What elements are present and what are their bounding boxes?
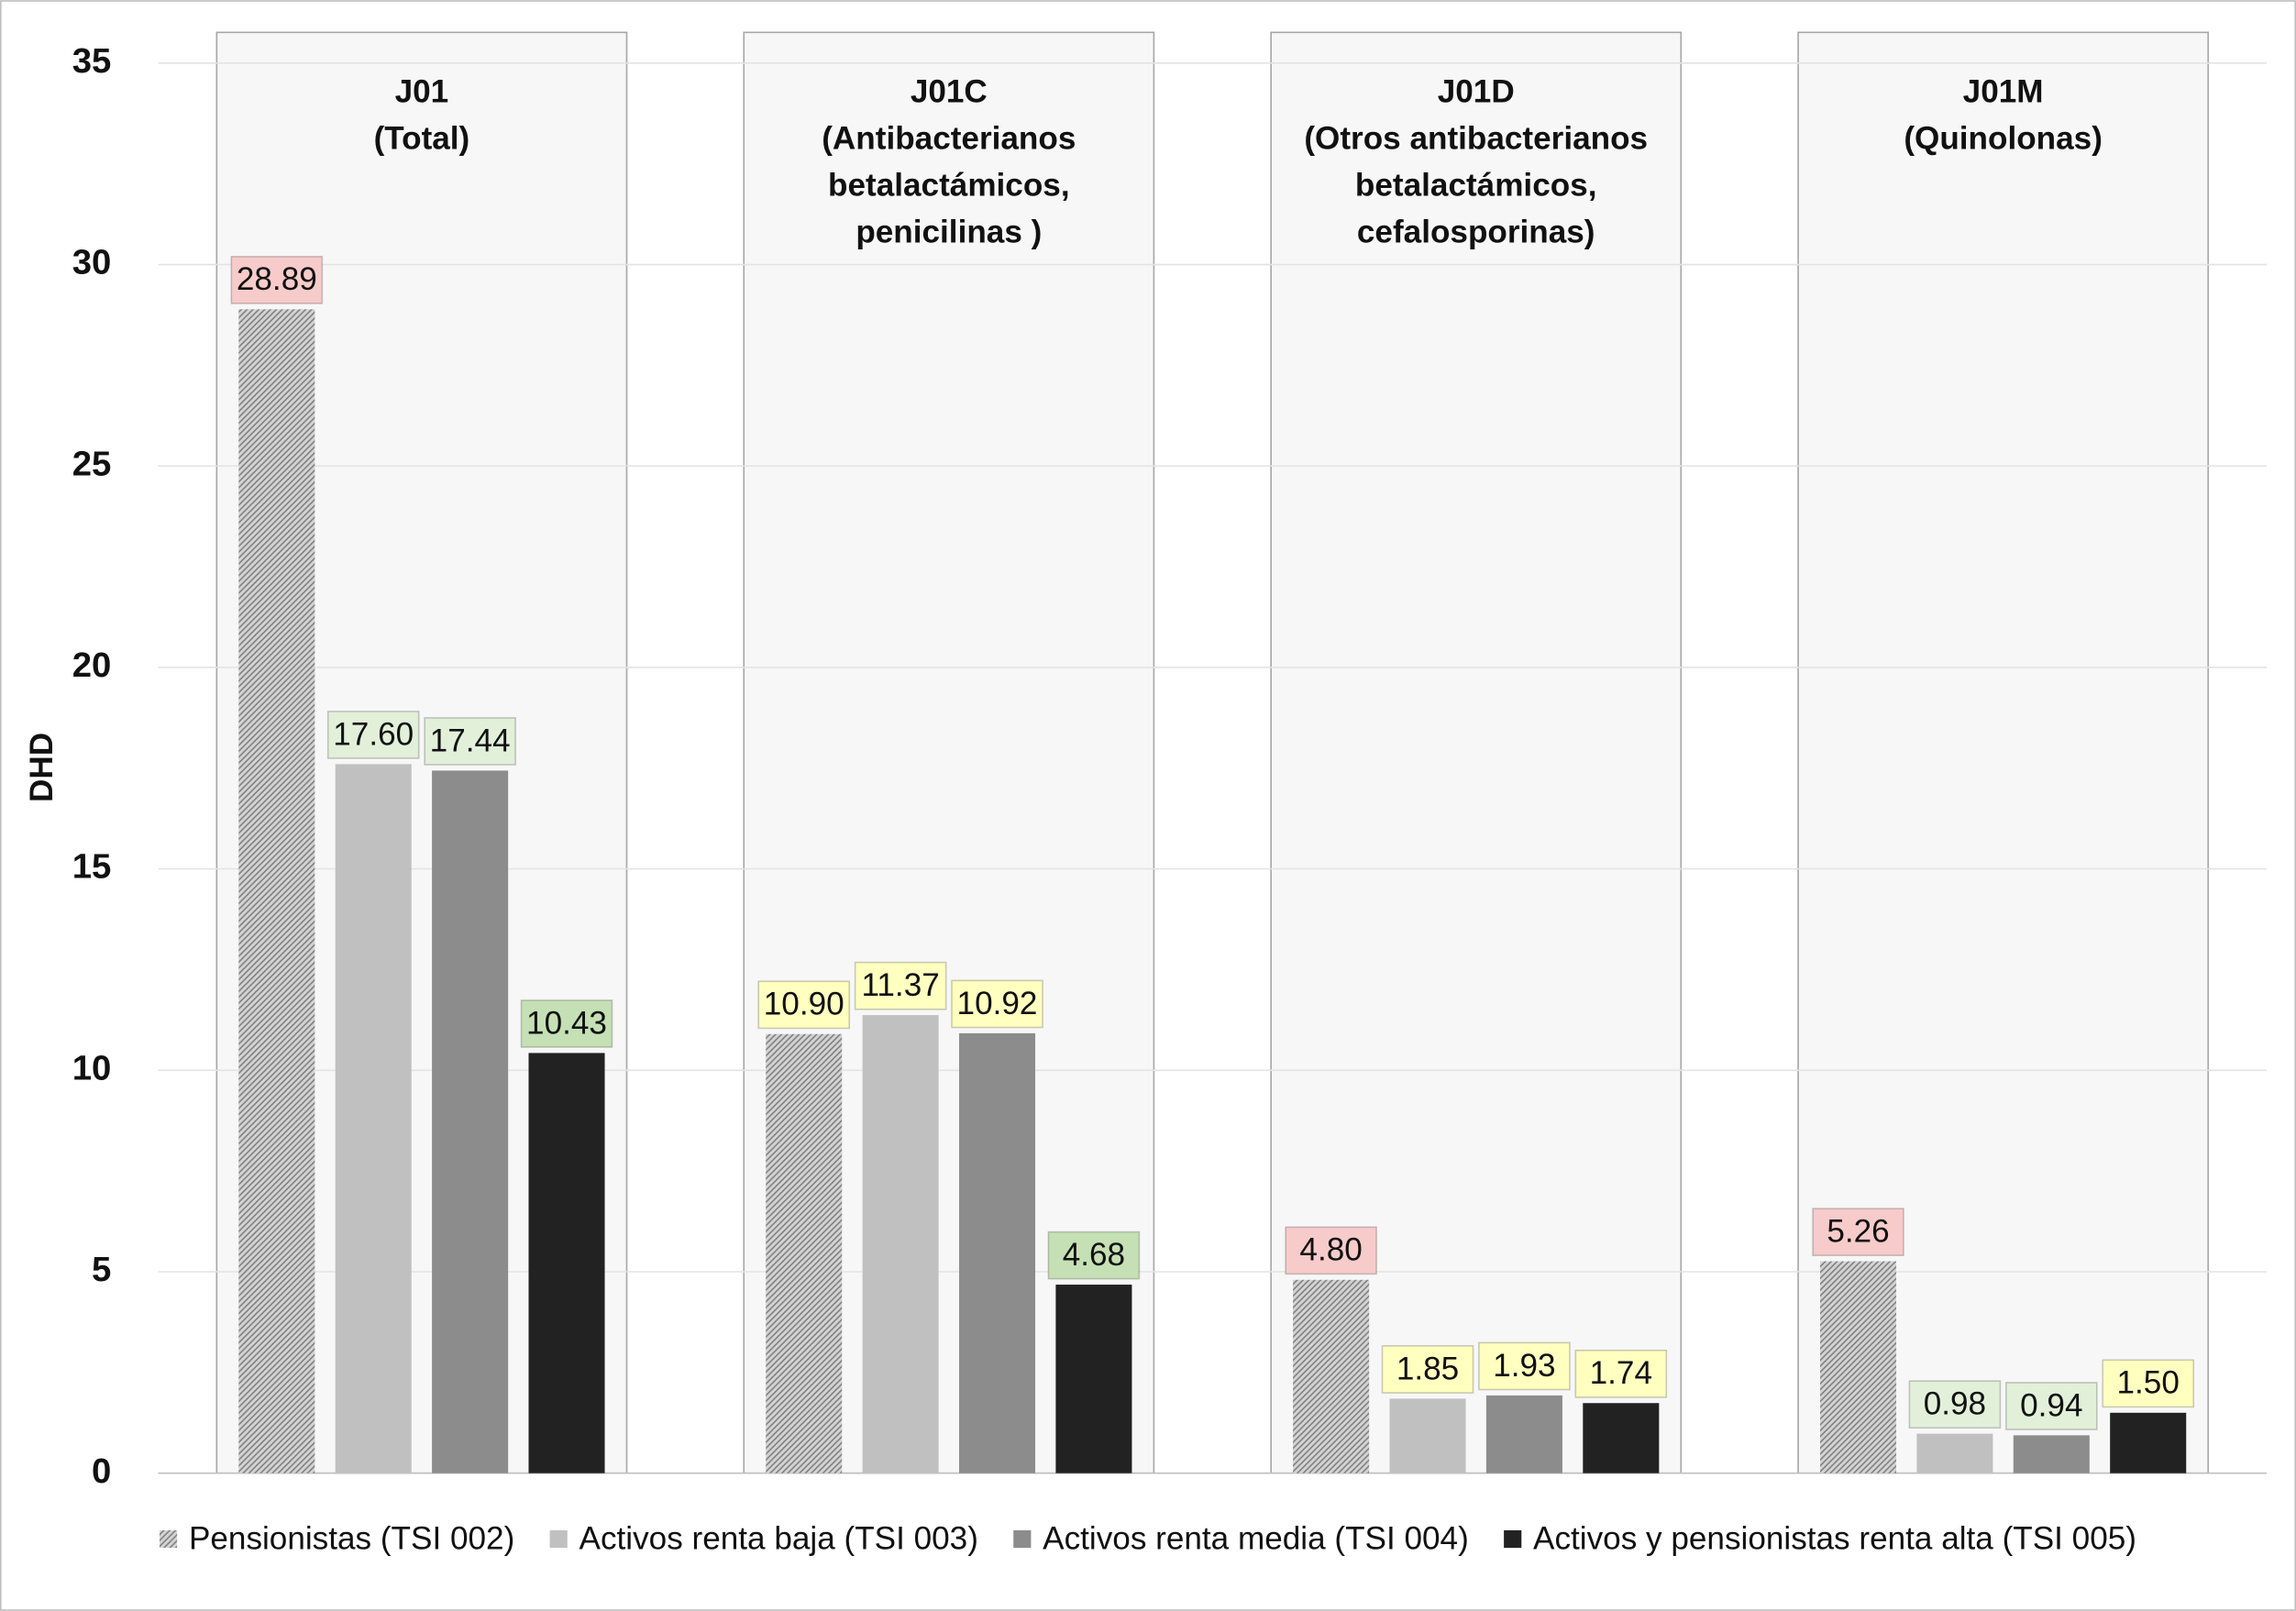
bar	[1819, 1261, 1897, 1473]
value-label-box	[1285, 1226, 1377, 1275]
value-label-box	[1381, 1345, 1474, 1394]
value-label: 1.50	[2117, 1365, 2180, 1401]
value-label-box	[1047, 1230, 1141, 1280]
bar	[2110, 1412, 2187, 1473]
category-label-line: (Otros antibacterianos	[1304, 121, 1648, 157]
y-tick-label: 10	[72, 1048, 112, 1087]
value-label: 1.74	[1590, 1355, 1652, 1391]
category-label-line: cefalosporinas)	[1357, 215, 1595, 250]
bar	[432, 770, 509, 1473]
value-label: 1.85	[1396, 1351, 1459, 1386]
category-label-line: (Antibacterianos	[822, 121, 1076, 157]
value-label: 10.92	[957, 986, 1038, 1021]
legend-label: Pensionistas (TSI 002)	[189, 1520, 514, 1556]
category-label-line: (Total)	[374, 121, 470, 157]
category-label: J01 (Total)	[374, 74, 470, 157]
value-label: 28.89	[237, 261, 317, 297]
legend-swatch	[549, 1529, 568, 1549]
legend-swatch	[160, 1529, 178, 1549]
y-tick-label: 25	[72, 444, 112, 483]
category-label-line: (Quinolonas)	[1904, 121, 2103, 157]
value-label-box	[520, 999, 613, 1048]
value-label-box	[951, 979, 1043, 1029]
value-label: 10.43	[526, 1005, 607, 1041]
y-tick-label: 30	[72, 243, 112, 282]
legend-label: Activos renta baja (TSI 003)	[580, 1520, 978, 1556]
value-label-box	[1478, 1341, 1571, 1391]
category-label: J01D (Otros antibacterianos betalactámicos…	[1304, 74, 1648, 250]
value-label: 17.60	[333, 716, 414, 752]
bar	[1485, 1395, 1562, 1473]
value-label-box	[757, 980, 851, 1030]
legend-label: Activos y pensionistas renta alta (TSI 0…	[1533, 1520, 2136, 1556]
legend: Pensionistas (TSI 002) Activos renta baja…	[160, 1520, 2136, 1556]
bar	[1055, 1285, 1132, 1473]
category-label-line: J01	[395, 74, 449, 110]
bar	[862, 1015, 939, 1473]
category-label: J01M (Quinolonas)	[1904, 74, 2103, 157]
category-label-line: J01C	[911, 74, 988, 110]
bar	[335, 764, 412, 1473]
category-panel	[1797, 31, 2209, 1474]
bar	[1389, 1398, 1466, 1473]
value-label-box	[424, 717, 516, 766]
value-label: 4.80	[1299, 1232, 1362, 1268]
legend-label: Activos renta media (TSI 004)	[1043, 1520, 1469, 1556]
value-label: 10.90	[764, 987, 844, 1022]
bar	[958, 1032, 1036, 1473]
y-tick-label: 15	[72, 847, 112, 887]
y-tick-label: 35	[72, 41, 112, 81]
value-label-box	[230, 256, 324, 304]
bar	[2013, 1435, 2090, 1473]
y-axis-label: DHD	[24, 733, 60, 802]
category-label-line: betalactámicos,	[1355, 168, 1597, 204]
bar	[1583, 1403, 1660, 1473]
category-label-line: penicilinas )	[855, 215, 1042, 250]
bar	[528, 1053, 605, 1473]
bar	[1293, 1279, 1370, 1473]
y-tick-label: 20	[72, 646, 112, 685]
value-label-box	[1812, 1208, 1904, 1256]
value-label-box	[2005, 1382, 2098, 1430]
category-label-line: betalactámicos,	[828, 168, 1070, 204]
value-label: 5.26	[1827, 1214, 1889, 1250]
category-label: J01C (Antibacterianos betalactámicos, penic…	[822, 74, 1076, 250]
value-label: 11.37	[861, 967, 939, 1003]
value-label: 4.68	[1063, 1237, 1125, 1273]
bar	[238, 309, 315, 1473]
value-label: 0.98	[1924, 1386, 1986, 1422]
value-label: 17.44	[430, 723, 511, 758]
value-label: 0.94	[2020, 1387, 2082, 1423]
legend-swatch	[1504, 1529, 1522, 1549]
value-label: 1.93	[1493, 1348, 1555, 1384]
value-label-box	[1908, 1380, 2002, 1429]
y-tick-label: 5	[92, 1250, 111, 1289]
bar	[766, 1033, 843, 1473]
y-tick-label: 0	[92, 1451, 111, 1491]
legend-swatch	[1013, 1529, 1032, 1549]
category-label-line: J01D	[1438, 74, 1515, 110]
value-label-box	[854, 961, 947, 1010]
bar	[1916, 1433, 1993, 1473]
category-label-line: J01M	[1963, 74, 2044, 110]
value-label-box	[1574, 1349, 1668, 1398]
value-label-box	[326, 711, 420, 759]
value-label-box	[2102, 1359, 2195, 1408]
